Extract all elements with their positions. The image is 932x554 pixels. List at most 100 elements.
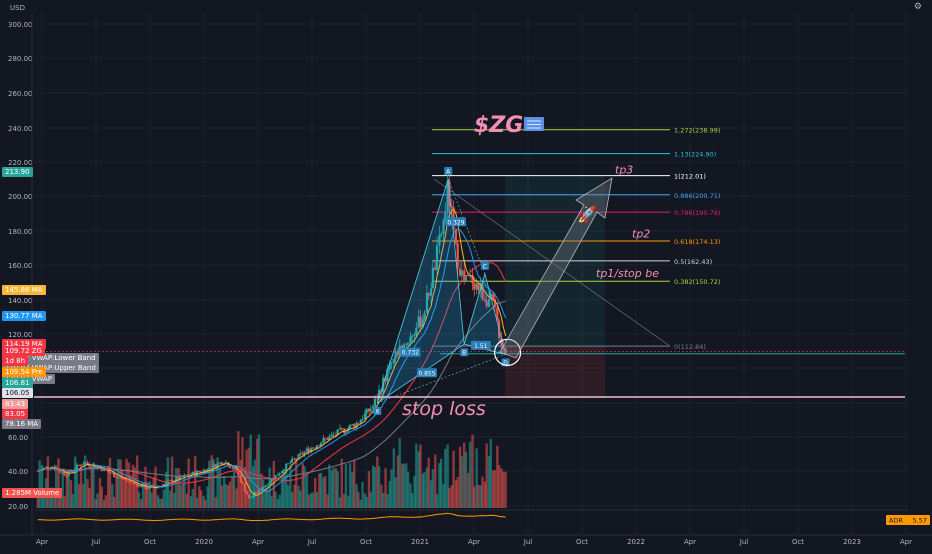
candle-body: [243, 483, 246, 492]
volume-bar: [276, 498, 280, 508]
candle-body: [467, 275, 470, 277]
volume-bar: [392, 448, 396, 508]
candle-body: [440, 233, 443, 236]
volume-bar: [338, 497, 342, 508]
candle-body: [376, 398, 379, 400]
volume-bar: [228, 481, 232, 508]
volume-bar: [169, 490, 172, 508]
volume-bar: [268, 467, 271, 508]
candle-body: [214, 464, 217, 468]
volume-bar: [468, 441, 472, 508]
y-tick-label: 60.00: [8, 434, 28, 442]
candle-body: [272, 479, 275, 480]
y-tick-label: 300.00: [8, 21, 33, 29]
volume-bar: [115, 472, 118, 508]
volume-bar: [493, 470, 497, 508]
volume-bar: [112, 496, 116, 508]
volume-bar: [444, 448, 447, 508]
candle-body: [55, 468, 58, 470]
y-tick-label: 20.00: [8, 503, 28, 511]
harmonic-point-label: X: [375, 409, 379, 416]
candle-body: [460, 270, 463, 276]
candle-body: [45, 466, 48, 468]
candle-body: [423, 312, 426, 320]
candle-body: [355, 422, 358, 428]
candle-body: [131, 482, 135, 484]
volume-bar: [257, 434, 261, 508]
volume-bar: [442, 483, 445, 508]
candle-body: [140, 484, 143, 488]
candle-body: [487, 298, 491, 307]
candle-body: [260, 488, 263, 490]
candle-body: [458, 268, 462, 276]
volume-bar: [311, 492, 315, 508]
candle-body: [388, 363, 391, 370]
candle-body: [239, 475, 242, 483]
price-badge: 130.77 MA: [2, 310, 46, 321]
candle-body: [162, 483, 165, 487]
volume-bar: [220, 485, 223, 508]
candle-body: [434, 267, 437, 270]
candle-body: [88, 464, 91, 467]
candle-body: [473, 283, 476, 290]
candle-body: [348, 424, 352, 428]
candle-body: [202, 470, 205, 473]
candle-body: [326, 438, 329, 441]
candle-body: [216, 463, 219, 468]
candle-body: [148, 487, 151, 489]
price-badge: 1d 8h: [2, 356, 29, 367]
volume-bar: [199, 490, 203, 508]
candle-body: [235, 467, 238, 472]
volume-bar: [82, 483, 85, 508]
candle-body: [237, 471, 240, 476]
volume-bar: [86, 478, 89, 508]
price-badge: 83.43: [2, 398, 29, 409]
candle-body: [59, 470, 62, 473]
volume-bar: [448, 487, 451, 508]
candle-body: [144, 484, 147, 489]
volume-bar: [409, 483, 412, 508]
volume-bar: [137, 492, 141, 508]
volume-bar: [61, 470, 64, 508]
volume-bar: [131, 464, 135, 508]
volume-bar: [241, 437, 244, 508]
candle-body: [419, 316, 422, 328]
candle-body: [406, 342, 410, 345]
ma-line-fast: [37, 208, 507, 496]
candle-body: [372, 406, 375, 410]
volume-bar: [477, 484, 480, 508]
candle-body: [365, 408, 368, 414]
harmonic-ratio-label: 0.732: [402, 350, 419, 357]
volume-bar: [179, 484, 182, 508]
harmonic-ratio-box: [445, 217, 466, 227]
candle-body: [315, 445, 319, 448]
volume-bar: [286, 485, 290, 508]
volume-bar: [384, 468, 387, 508]
volume-bar: [319, 472, 323, 508]
volume-bar: [181, 482, 184, 508]
price-badge: 114.19 MA: [2, 338, 46, 349]
fib-level-label: 0.786(190.79): [674, 209, 720, 217]
price-badge: 145.86 MA: [2, 284, 46, 295]
x-tick-label: Apr: [684, 538, 696, 546]
volume-bar: [353, 459, 356, 508]
settings-icon[interactable]: ⚙: [913, 2, 922, 12]
candle-body: [425, 293, 429, 313]
candle-body: [464, 275, 468, 281]
candle-body: [108, 471, 112, 474]
candle-body: [96, 466, 99, 469]
candle-body: [297, 453, 300, 459]
fib-level-label: 1(212.01): [674, 173, 706, 181]
volume-bar: [204, 499, 207, 508]
volume-bar: [398, 438, 401, 508]
candle-body: [417, 316, 420, 328]
y-tick-label: 120.00: [8, 331, 33, 339]
y-tick-label: 180.00: [8, 228, 33, 236]
target-label: tp3: [615, 164, 633, 177]
candle-body: [169, 480, 172, 482]
harmonic-ratio-box: [416, 368, 437, 378]
price-badge: 213.90: [2, 167, 33, 178]
volume-bar: [195, 497, 199, 508]
volume-bar: [396, 455, 400, 508]
